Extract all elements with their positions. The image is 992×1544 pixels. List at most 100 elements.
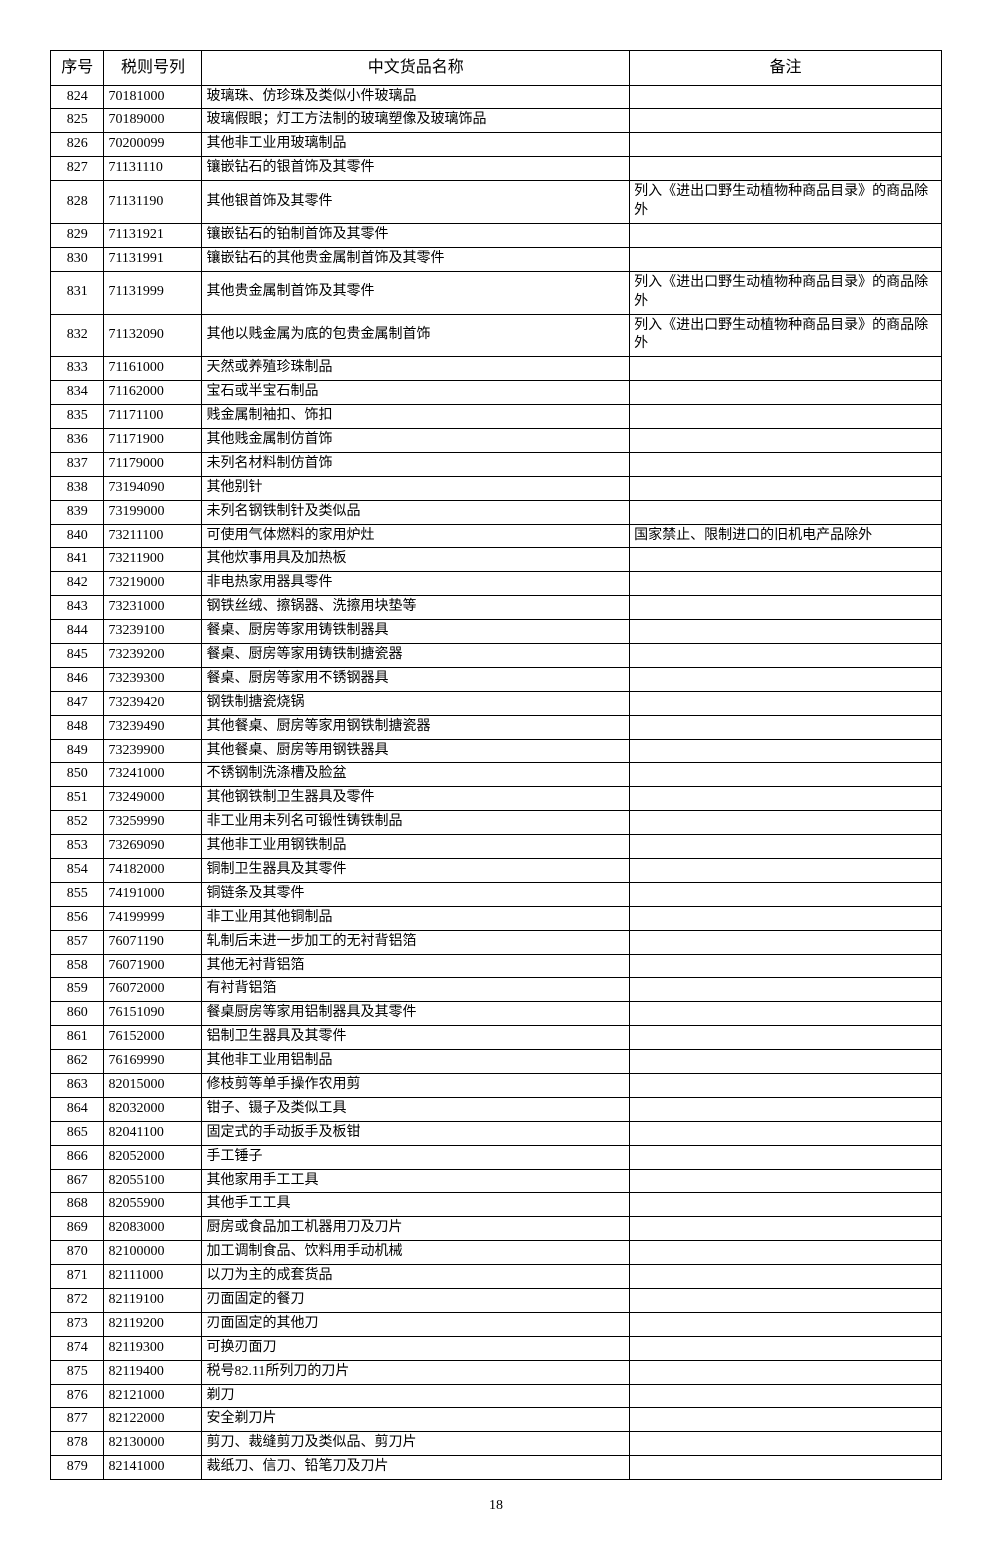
- cell-note: [630, 1265, 942, 1289]
- table-row: 85273259990非工业用未列名可锻性铸铁制品: [51, 811, 942, 835]
- page: 序号 税则号列 中文货品名称 备注 82470181000玻璃珠、仿珍珠及类似小…: [0, 0, 992, 1544]
- cell-code: 82055900: [104, 1193, 202, 1217]
- cell-note: [630, 1360, 942, 1384]
- col-header-name: 中文货品名称: [202, 51, 630, 86]
- cell-name: 镶嵌钻石的其他贵金属制首饰及其零件: [202, 247, 630, 271]
- cell-seq: 858: [51, 954, 104, 978]
- cell-code: 82130000: [104, 1432, 202, 1456]
- cell-name: 其他钢铁制卫生器具及零件: [202, 787, 630, 811]
- cell-seq: 867: [51, 1169, 104, 1193]
- cell-note: [630, 691, 942, 715]
- table-row: 86276169990其他非工业用铝制品: [51, 1050, 942, 1074]
- cell-name: 铜链条及其零件: [202, 882, 630, 906]
- cell-code: 73239300: [104, 667, 202, 691]
- cell-name: 玻璃假眼；灯工方法制的玻璃塑像及玻璃饰品: [202, 109, 630, 133]
- cell-seq: 856: [51, 906, 104, 930]
- cell-code: 73211900: [104, 548, 202, 572]
- table-row: 83771179000未列名材料制仿首饰: [51, 452, 942, 476]
- table-row: 87482119300可换刃面刀: [51, 1336, 942, 1360]
- cell-note: [630, 882, 942, 906]
- cell-code: 82083000: [104, 1217, 202, 1241]
- cell-seq: 872: [51, 1289, 104, 1313]
- cell-seq: 827: [51, 157, 104, 181]
- cell-note: 列入《进出口野生动植物种商品目录》的商品除外: [630, 314, 942, 357]
- cell-code: 71131190: [104, 181, 202, 224]
- cell-name: 剃刀: [202, 1384, 630, 1408]
- cell-name: 不锈钢制洗涤槽及脸盆: [202, 763, 630, 787]
- table-row: 85776071190轧制后未进一步加工的无衬背铝箔: [51, 930, 942, 954]
- table-row: 83571171100贱金属制袖扣、饰扣: [51, 405, 942, 429]
- cell-name: 非工业用未列名可锻性铸铁制品: [202, 811, 630, 835]
- cell-note: [630, 835, 942, 859]
- cell-name: 轧制后未进一步加工的无衬背铝箔: [202, 930, 630, 954]
- cell-seq: 876: [51, 1384, 104, 1408]
- cell-name: 贱金属制袖扣、饰扣: [202, 405, 630, 429]
- cell-seq: 837: [51, 452, 104, 476]
- cell-name: 钢铁丝绒、擦锅器、洗擦用块垫等: [202, 596, 630, 620]
- cell-note: [630, 1193, 942, 1217]
- cell-name: 其他以贱金属为底的包贵金属制首饰: [202, 314, 630, 357]
- cell-code: 82111000: [104, 1265, 202, 1289]
- table-row: 84973239900其他餐桌、厨房等用钢铁器具: [51, 739, 942, 763]
- cell-note: [630, 1384, 942, 1408]
- table-row: 83171131999其他贵金属制首饰及其零件列入《进出口野生动植物种商品目录》…: [51, 271, 942, 314]
- cell-name: 其他餐桌、厨房等家用钢铁制搪瓷器: [202, 715, 630, 739]
- cell-code: 73199000: [104, 500, 202, 524]
- cell-code: 74191000: [104, 882, 202, 906]
- cell-code: 71131991: [104, 247, 202, 271]
- cell-code: 71179000: [104, 452, 202, 476]
- cell-note: [630, 1289, 942, 1313]
- cell-seq: 868: [51, 1193, 104, 1217]
- cell-note: [630, 500, 942, 524]
- cell-note: [630, 1097, 942, 1121]
- cell-seq: 857: [51, 930, 104, 954]
- table-row: 87982141000裁纸刀、信刀、铅笔刀及刀片: [51, 1456, 942, 1480]
- cell-seq: 863: [51, 1074, 104, 1098]
- cell-note: [630, 763, 942, 787]
- cell-name: 其他餐桌、厨房等用钢铁器具: [202, 739, 630, 763]
- cell-name: 餐桌、厨房等家用铸铁制搪瓷器: [202, 643, 630, 667]
- cell-seq: 877: [51, 1408, 104, 1432]
- col-header-seq: 序号: [51, 51, 104, 86]
- table-row: 86682052000手工锤子: [51, 1145, 942, 1169]
- cell-seq: 841: [51, 548, 104, 572]
- cell-name: 其他手工工具: [202, 1193, 630, 1217]
- table-row: 85073241000不锈钢制洗涤槽及脸盆: [51, 763, 942, 787]
- table-row: 83671171900其他贱金属制仿首饰: [51, 428, 942, 452]
- cell-seq: 851: [51, 787, 104, 811]
- cell-name: 以刀为主的成套货品: [202, 1265, 630, 1289]
- page-number: 18: [50, 1498, 942, 1514]
- cell-name: 税号82.11所列刀的刀片: [202, 1360, 630, 1384]
- cell-note: [630, 954, 942, 978]
- table-body: 82470181000玻璃珠、仿珍珠及类似小件玻璃品82570189000玻璃假…: [51, 85, 942, 1480]
- cell-code: 82055100: [104, 1169, 202, 1193]
- cell-seq: 846: [51, 667, 104, 691]
- cell-seq: 859: [51, 978, 104, 1002]
- cell-name: 镶嵌钻石的银首饰及其零件: [202, 157, 630, 181]
- cell-code: 76071190: [104, 930, 202, 954]
- cell-seq: 852: [51, 811, 104, 835]
- table-row: 83471162000宝石或半宝石制品: [51, 381, 942, 405]
- table-row: 85474182000铜制卫生器具及其零件: [51, 858, 942, 882]
- cell-name: 餐桌厨房等家用铝制器具及其零件: [202, 1002, 630, 1026]
- cell-code: 82052000: [104, 1145, 202, 1169]
- cell-name: 天然或养殖珍珠制品: [202, 357, 630, 381]
- cell-code: 71161000: [104, 357, 202, 381]
- cell-code: 82119400: [104, 1360, 202, 1384]
- cell-name: 其他非工业用铝制品: [202, 1050, 630, 1074]
- cell-seq: 871: [51, 1265, 104, 1289]
- cell-note: [630, 643, 942, 667]
- cell-note: [630, 858, 942, 882]
- cell-note: [630, 548, 942, 572]
- cell-note: [630, 715, 942, 739]
- cell-name: 可换刃面刀: [202, 1336, 630, 1360]
- cell-name: 固定式的手动扳手及板钳: [202, 1121, 630, 1145]
- cell-note: [630, 1169, 942, 1193]
- cell-note: 列入《进出口野生动植物种商品目录》的商品除外: [630, 181, 942, 224]
- cell-seq: 874: [51, 1336, 104, 1360]
- cell-seq: 873: [51, 1312, 104, 1336]
- cell-seq: 848: [51, 715, 104, 739]
- cell-seq: 842: [51, 572, 104, 596]
- table-row: 87082100000加工调制食品、饮料用手动机械: [51, 1241, 942, 1265]
- col-header-note: 备注: [630, 51, 942, 86]
